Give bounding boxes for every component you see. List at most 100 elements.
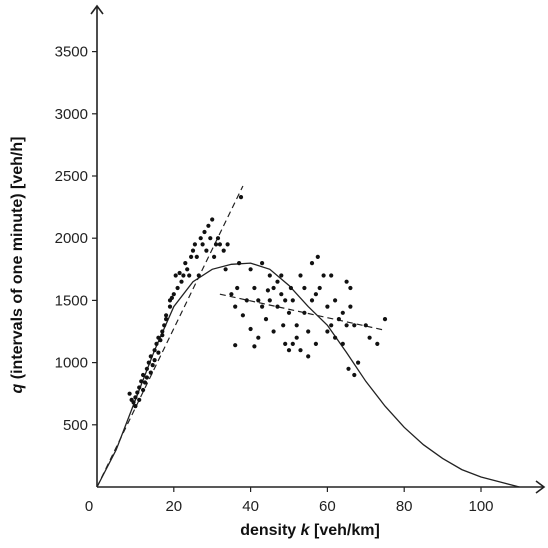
data-point — [152, 348, 157, 353]
data-point — [192, 242, 197, 247]
data-point — [265, 288, 270, 293]
data-point — [179, 279, 184, 284]
data-point — [317, 285, 322, 291]
data-point — [160, 329, 165, 334]
data-point — [325, 304, 330, 309]
data-point — [183, 261, 188, 266]
data-point — [333, 298, 338, 303]
data-point — [131, 400, 136, 405]
data-point — [137, 397, 142, 402]
data-point — [133, 404, 138, 409]
x-ticks: 0 20 40 60 80 100 — [85, 487, 494, 515]
data-points — [127, 195, 388, 409]
data-point — [198, 236, 203, 241]
x-axis-arrow — [535, 480, 546, 494]
data-point — [162, 323, 167, 328]
data-point — [348, 285, 353, 291]
data-point — [346, 366, 351, 371]
data-point — [294, 335, 299, 340]
data-point — [302, 310, 307, 315]
data-point — [348, 304, 353, 309]
data-point — [141, 372, 146, 378]
data-point — [340, 341, 345, 346]
data-point — [202, 229, 207, 235]
data-point — [290, 298, 295, 303]
data-point — [329, 323, 334, 328]
y-tick-label: 3000 — [55, 106, 88, 123]
data-point — [298, 273, 303, 278]
data-point — [356, 360, 361, 365]
data-point — [315, 254, 320, 259]
data-point — [333, 335, 338, 340]
data-point — [283, 298, 288, 303]
y-axis-arrow — [90, 4, 104, 15]
data-point — [256, 298, 261, 303]
data-point — [204, 248, 209, 253]
data-point — [252, 285, 257, 291]
data-point — [221, 248, 226, 253]
data-point — [240, 313, 245, 318]
data-point — [213, 242, 219, 247]
data-point — [313, 341, 318, 346]
data-point — [148, 354, 153, 359]
data-point — [156, 350, 161, 355]
data-point — [309, 298, 315, 303]
data-point — [286, 348, 292, 353]
data-point — [235, 285, 240, 291]
data-point — [171, 292, 176, 297]
data-point — [127, 391, 132, 396]
y-tick-label: 1000 — [55, 355, 88, 372]
data-point — [148, 370, 153, 375]
data-point — [298, 348, 303, 353]
data-point — [302, 285, 307, 291]
data-point — [363, 323, 368, 328]
data-point — [271, 329, 276, 334]
data-point — [177, 270, 182, 276]
data-point — [367, 335, 372, 340]
data-point — [137, 385, 142, 390]
data-point — [225, 242, 230, 247]
data-point — [237, 261, 242, 266]
data-point — [217, 242, 222, 247]
data-point — [175, 285, 180, 291]
data-point — [325, 329, 330, 334]
data-point — [215, 236, 221, 241]
data-point — [135, 390, 140, 395]
y-tick-label: 3500 — [55, 44, 88, 61]
data-point — [279, 273, 284, 278]
data-point — [309, 261, 315, 266]
data-point — [233, 343, 238, 348]
data-point — [194, 254, 199, 259]
fit-lines — [96, 185, 520, 488]
data-point — [288, 285, 293, 291]
data-point — [158, 338, 163, 343]
data-point — [189, 254, 194, 259]
data-point — [275, 304, 280, 309]
x-axis-label: density k [veh/km] — [240, 522, 380, 539]
y-ticks: 500 1000 1500 2000 2500 3000 3500 — [55, 44, 97, 434]
data-point — [306, 354, 311, 359]
axes — [90, 4, 546, 494]
y-tick-label: 500 — [63, 417, 88, 434]
data-point — [279, 292, 284, 297]
y-axis-label: q (intervals of one minute) [veh/h] — [9, 137, 26, 394]
data-point — [190, 248, 196, 253]
data-point — [340, 310, 345, 315]
data-point — [344, 279, 349, 284]
data-point — [208, 236, 213, 241]
data-point — [223, 267, 228, 272]
data-point — [290, 341, 295, 346]
data-point — [185, 267, 190, 272]
y-tick-label: 1500 — [55, 292, 88, 309]
data-point — [133, 395, 138, 400]
data-point — [238, 195, 244, 200]
data-point — [294, 323, 299, 328]
fit-curve — [96, 262, 520, 488]
x-tick-label: 0 — [85, 498, 93, 515]
data-point — [306, 329, 311, 334]
data-point — [164, 317, 169, 322]
data-point — [352, 323, 357, 328]
data-point — [344, 323, 349, 328]
data-point — [164, 313, 169, 318]
